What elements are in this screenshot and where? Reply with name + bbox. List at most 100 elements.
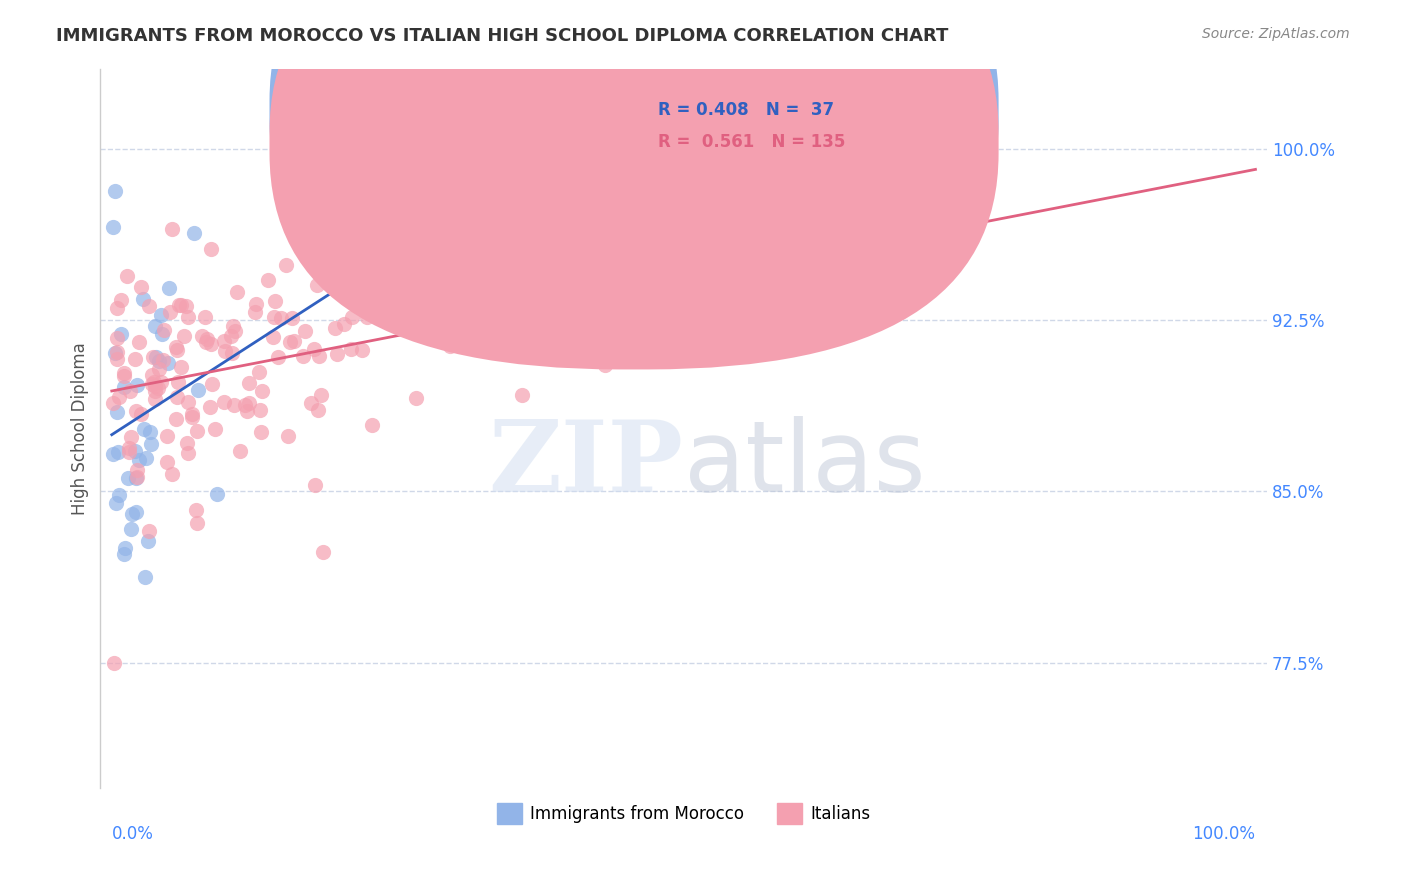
Point xyxy=(264,293,287,308)
Point xyxy=(200,242,222,256)
Point xyxy=(143,318,166,333)
Point xyxy=(157,281,180,295)
Point xyxy=(105,331,128,345)
Point xyxy=(118,441,141,455)
Point xyxy=(120,522,142,536)
Point xyxy=(195,332,218,346)
Point xyxy=(262,329,284,343)
Point xyxy=(112,368,135,383)
Point xyxy=(125,470,148,484)
Point xyxy=(205,487,228,501)
Point xyxy=(229,443,252,458)
Point xyxy=(124,444,146,458)
Point xyxy=(186,424,208,438)
Point xyxy=(325,320,347,334)
Text: ZIP: ZIP xyxy=(489,416,683,513)
Point xyxy=(107,445,129,459)
Point xyxy=(593,359,616,373)
Point xyxy=(145,350,167,364)
Point xyxy=(250,384,273,399)
Point xyxy=(165,411,187,425)
Point xyxy=(308,349,330,363)
Point xyxy=(125,505,148,519)
Point xyxy=(177,446,200,460)
Point xyxy=(124,352,146,367)
Point xyxy=(221,345,243,359)
Point xyxy=(198,400,221,414)
Point xyxy=(222,398,245,412)
Point xyxy=(165,340,187,354)
Text: 0.0%: 0.0% xyxy=(112,825,153,843)
Point xyxy=(212,395,235,409)
Point xyxy=(101,447,124,461)
Point xyxy=(277,429,299,443)
Point xyxy=(263,310,285,324)
Point xyxy=(352,343,374,358)
Point xyxy=(138,524,160,538)
Point xyxy=(160,467,183,481)
Point xyxy=(166,343,188,358)
Point xyxy=(125,471,148,485)
Point xyxy=(195,334,218,349)
Point xyxy=(141,368,163,382)
Point xyxy=(368,294,391,309)
Point xyxy=(148,361,170,376)
Point xyxy=(142,350,165,364)
Point xyxy=(153,322,176,336)
Point xyxy=(439,339,461,353)
Point xyxy=(194,310,217,325)
Text: R = 0.408   N =  37: R = 0.408 N = 37 xyxy=(658,102,834,120)
Text: R =  0.561   N = 135: R = 0.561 N = 135 xyxy=(658,133,845,151)
Point xyxy=(225,285,247,299)
Point xyxy=(167,298,190,312)
Point xyxy=(224,324,246,338)
Text: atlas: atlas xyxy=(683,416,925,513)
Point xyxy=(352,277,374,292)
Point xyxy=(112,366,135,380)
Point xyxy=(167,375,190,389)
Point xyxy=(105,405,128,419)
Point xyxy=(134,570,156,584)
Point xyxy=(183,226,205,240)
Point xyxy=(148,353,170,368)
Point xyxy=(105,351,128,366)
Point xyxy=(238,376,260,391)
Point xyxy=(204,422,226,436)
Point xyxy=(135,450,157,465)
Point xyxy=(249,403,271,417)
Point xyxy=(247,365,270,379)
Point xyxy=(143,384,166,398)
Point xyxy=(267,350,290,364)
Point xyxy=(110,327,132,342)
Point xyxy=(389,315,412,329)
Point xyxy=(129,407,152,421)
Point xyxy=(270,311,292,326)
Point xyxy=(145,378,167,392)
Point xyxy=(340,310,363,324)
Point xyxy=(510,388,533,402)
Point xyxy=(101,396,124,410)
Point xyxy=(110,293,132,308)
Point xyxy=(105,345,128,359)
Point xyxy=(326,347,349,361)
Point xyxy=(274,258,297,272)
Point xyxy=(105,301,128,316)
Point xyxy=(125,463,148,477)
Point xyxy=(118,384,141,398)
Point xyxy=(405,391,427,405)
Point xyxy=(307,402,329,417)
Point xyxy=(117,470,139,484)
Point xyxy=(299,395,322,409)
Point xyxy=(257,273,280,287)
Point xyxy=(160,222,183,236)
Point xyxy=(142,375,165,389)
Point xyxy=(141,437,163,451)
Point xyxy=(181,407,204,421)
Point xyxy=(200,337,222,351)
Point xyxy=(149,375,172,389)
Point xyxy=(405,285,427,299)
Point xyxy=(139,425,162,439)
Point xyxy=(134,422,156,436)
Point xyxy=(333,317,356,331)
Point xyxy=(114,541,136,555)
